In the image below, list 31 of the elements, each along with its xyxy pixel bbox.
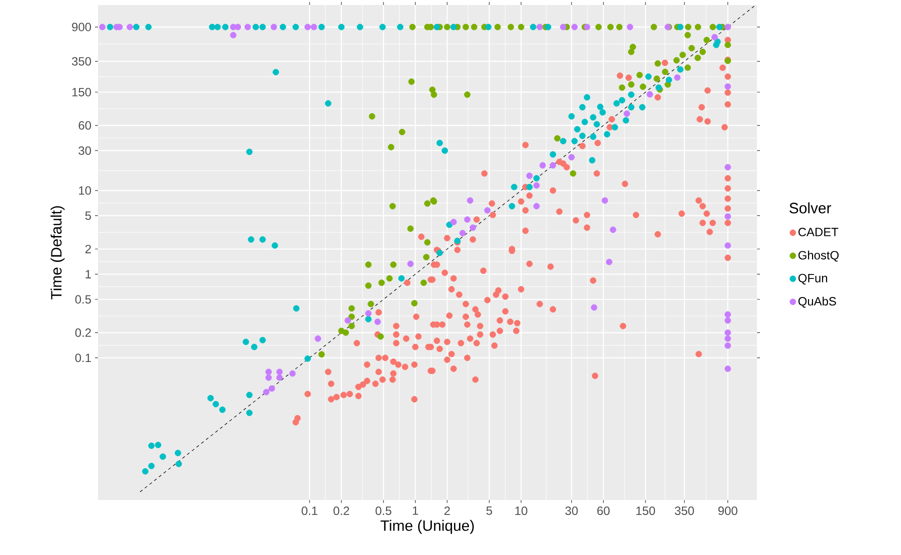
y-tick-label: 150 [72, 88, 92, 96]
y-tick-label: 1 [86, 270, 91, 278]
y-tick-label: 2 [85, 244, 91, 254]
y-tick-label: 0.5 [75, 295, 91, 304]
legend-title: Solver [790, 202, 832, 214]
x-tick-label: 30 [565, 506, 578, 516]
legend-label: QFun [798, 274, 828, 285]
y-tick-label: 900 [72, 22, 92, 32]
x-tick-label: 5 [486, 506, 492, 515]
y-axis-title: Time (Default) [50, 206, 65, 300]
y-tick-label: 350 [72, 57, 92, 66]
x-tick-label: 0.5 [376, 506, 392, 516]
x-axis-title: Time (Unique) [380, 520, 474, 534]
x-tick-label: 2 [444, 506, 450, 515]
x-tick-label: 150 [636, 506, 656, 516]
x-tick-label: 900 [718, 506, 738, 516]
y-tick-label: 10 [79, 186, 92, 195]
x-tick-label: 0.2 [334, 506, 350, 516]
legend-label: CADET [798, 228, 838, 236]
legend-label: QuAbS [798, 296, 836, 308]
x-tick-label: 350 [674, 506, 694, 516]
x-tick-label: 1 [412, 506, 418, 515]
y-tick-label: 5 [85, 212, 91, 220]
y-tick-label: 60 [78, 121, 92, 130]
legend-label: GhostQ [798, 250, 839, 262]
x-tick-label: 60 [597, 506, 610, 516]
y-tick-label: 0.1 [75, 354, 91, 362]
y-tick-label: 30 [78, 146, 92, 155]
y-tick-label: 0.2 [75, 328, 91, 337]
x-tick-label: 10 [515, 506, 528, 516]
x-tick-label: 0.1 [302, 506, 318, 516]
